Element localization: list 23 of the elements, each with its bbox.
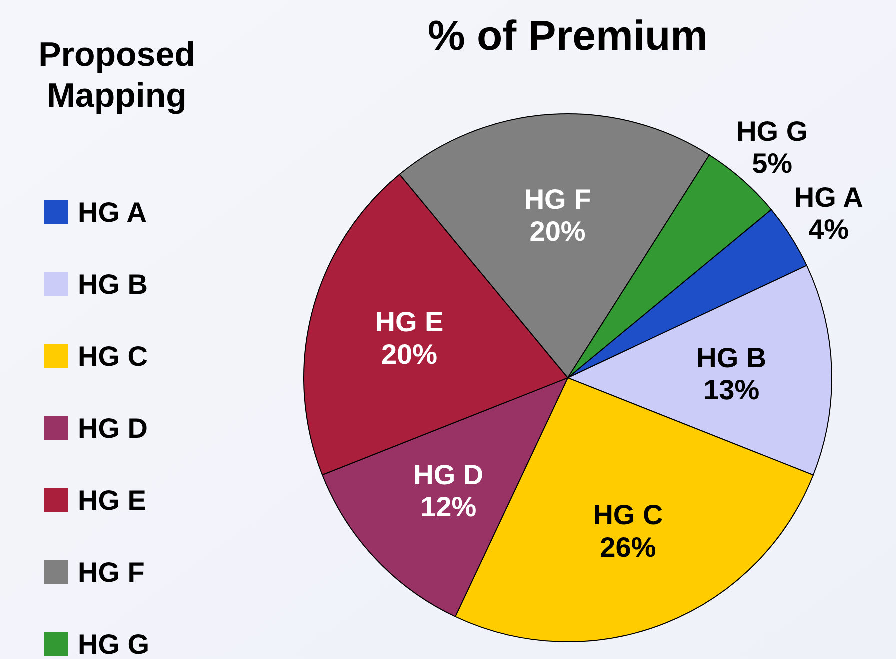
legend-label: HG C	[78, 341, 148, 372]
legend-title: Proposed Mapping	[38, 36, 196, 115]
legend-label: HG B	[78, 269, 148, 300]
legend-label: HG D	[78, 413, 148, 444]
slice-label: HG F	[524, 184, 592, 216]
slice-label: HG E	[375, 306, 444, 338]
legend-label: HG A	[78, 197, 147, 228]
data-label: 20%	[530, 216, 586, 248]
slice-label: HG C	[593, 500, 664, 531]
data-label: 4%	[808, 214, 850, 246]
data-label: 26%	[600, 532, 656, 563]
slice-label: HG G	[736, 116, 808, 147]
chart-title: % of Premium	[428, 12, 708, 59]
legend-label: HG G	[78, 629, 150, 659]
slice-label: HG D	[414, 459, 484, 490]
slice-label: HG B	[696, 342, 767, 374]
data-label: 20%	[381, 338, 438, 370]
data-label: 13%	[704, 374, 760, 406]
data-label: 12%	[420, 492, 477, 523]
legend-label: HG E	[78, 485, 146, 516]
slice-label: HG A	[794, 182, 864, 213]
legend-label: HG F	[78, 557, 145, 588]
data-label: 5%	[752, 148, 793, 179]
